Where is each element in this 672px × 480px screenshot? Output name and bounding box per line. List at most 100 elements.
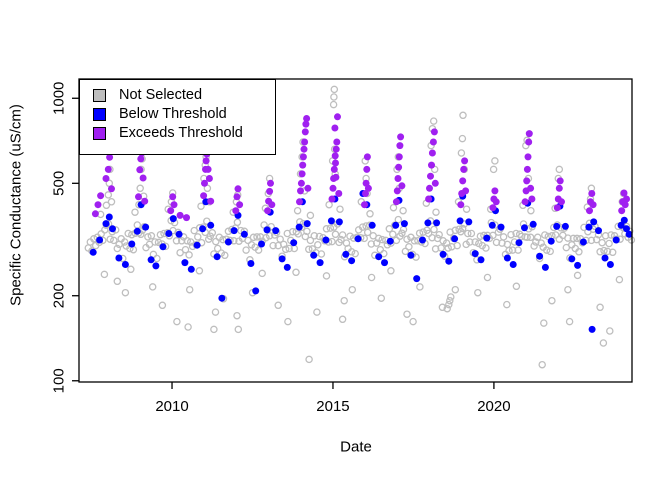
data-point [102, 201, 111, 210]
data-point [332, 145, 340, 153]
data-point [561, 222, 569, 230]
data-point [342, 250, 350, 258]
data-point [295, 223, 303, 231]
data-point [151, 238, 159, 246]
x-axis-title: Date [340, 438, 372, 456]
data-point [428, 149, 436, 157]
data-point [363, 228, 372, 237]
data-point [258, 269, 266, 278]
data-point [115, 254, 123, 262]
data-point [236, 201, 244, 209]
data-point [523, 165, 531, 173]
data-point [618, 207, 626, 215]
data-point [466, 238, 474, 246]
data-point [409, 317, 417, 326]
data-point [305, 245, 313, 254]
data-point [141, 197, 149, 205]
data-point [447, 293, 455, 301]
data-point [204, 165, 212, 173]
data-point [337, 235, 345, 244]
data-point [176, 248, 184, 257]
data-point [590, 218, 598, 226]
below-threshold-swatch-icon [93, 108, 106, 121]
data-point [329, 184, 337, 192]
data-point [456, 217, 464, 225]
data-point [530, 242, 538, 250]
data-point [283, 263, 291, 271]
data-point [526, 233, 535, 242]
data-point [299, 161, 307, 169]
data-point [330, 93, 338, 101]
y-tick-label: 500 [50, 171, 67, 196]
data-point [458, 134, 467, 143]
data-point [121, 261, 129, 268]
data-point [326, 224, 335, 232]
data-point [169, 193, 177, 201]
data-point [154, 238, 163, 247]
data-point [325, 200, 333, 209]
data-point [110, 236, 118, 245]
data-point [606, 327, 614, 335]
data-point [471, 250, 479, 258]
data-point [503, 300, 511, 309]
data-point [313, 308, 321, 316]
data-point [555, 235, 564, 243]
data-point [445, 257, 453, 265]
data-point [317, 250, 326, 258]
data-point [430, 225, 438, 234]
data-point [108, 185, 115, 193]
data-point [381, 259, 388, 267]
data-point [322, 236, 330, 244]
data-point [596, 248, 604, 256]
data-point [294, 230, 302, 238]
data-point [361, 201, 368, 209]
data-point [527, 206, 535, 215]
data-point [427, 172, 434, 180]
data-point [136, 184, 144, 193]
legend: Not Selected Below Threshold Exceeds Thr… [79, 79, 276, 155]
y-tick-label: 100 [50, 368, 67, 393]
data-point [415, 229, 424, 237]
data-point [429, 138, 437, 146]
data-point [416, 283, 424, 291]
data-point [443, 304, 451, 313]
data-point [303, 115, 311, 122]
data-point [147, 256, 155, 264]
legend-label: Exceeds Threshold [119, 125, 243, 141]
data-point [586, 207, 593, 215]
data-point [100, 270, 109, 279]
data-point [322, 272, 331, 280]
data-point [181, 245, 190, 254]
data-point [136, 166, 144, 174]
data-point [389, 203, 398, 212]
data-point [398, 229, 406, 237]
data-point [547, 237, 555, 245]
data-point [328, 195, 336, 203]
data-point [483, 234, 491, 242]
data-point [439, 250, 447, 258]
data-point [128, 240, 136, 248]
data-point [96, 236, 104, 244]
data-point [491, 157, 499, 165]
data-point [623, 195, 630, 203]
data-point [306, 211, 315, 220]
data-point [367, 240, 376, 248]
data-point [120, 238, 129, 246]
data-point [453, 241, 461, 250]
data-point [338, 315, 347, 324]
data-point [265, 232, 274, 240]
exceeds-threshold-swatch-icon [93, 127, 106, 140]
data-point [362, 190, 369, 197]
data-point [569, 234, 578, 243]
data-point [298, 170, 306, 178]
data-point [315, 232, 324, 241]
data-point [509, 261, 517, 268]
data-point [305, 355, 313, 364]
data-point [242, 246, 250, 254]
data-point [364, 184, 372, 192]
data-point [533, 233, 542, 242]
data-point [374, 234, 383, 243]
data-point [395, 163, 403, 171]
data-point [175, 230, 183, 238]
